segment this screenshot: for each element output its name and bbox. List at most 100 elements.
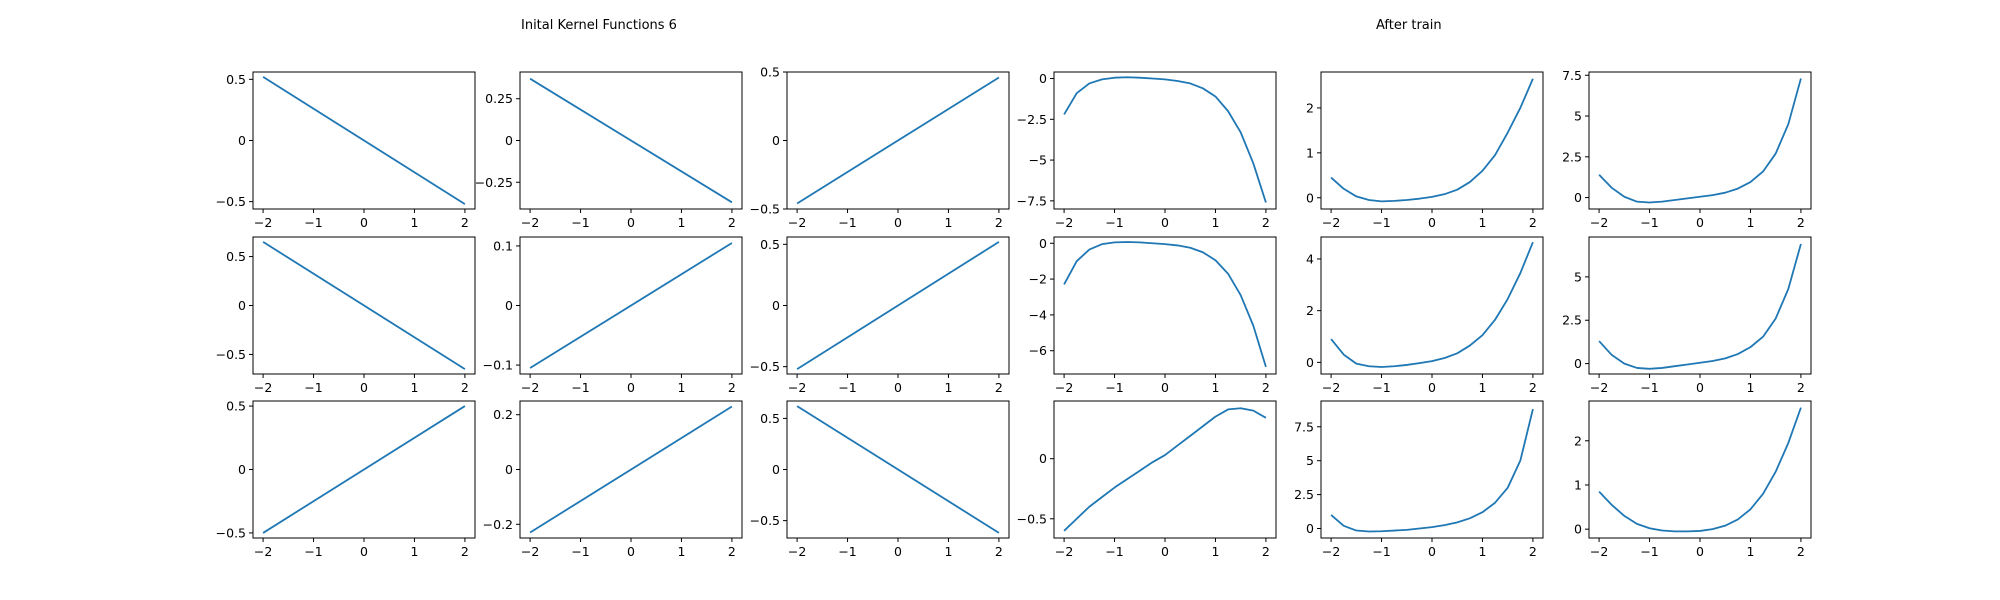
x-tick-label: 1 bbox=[944, 544, 952, 559]
x-tick-label: 1 bbox=[1478, 544, 1486, 559]
subplot-r2c1: −2 −1 0 1 2 0.5 0 −0.5 bbox=[216, 236, 476, 395]
y-tick-label: −5 bbox=[1029, 153, 1047, 168]
subplot-r2c2: −2 −1 0 1 2 0.1 0 −0.1 bbox=[483, 236, 743, 395]
x-tick-label: 2 bbox=[728, 380, 736, 395]
series-line bbox=[262, 241, 466, 370]
y-tick-label: 0.5 bbox=[226, 399, 246, 414]
x-tick-label: −2 bbox=[1590, 380, 1608, 395]
x-tick-label: 2 bbox=[461, 544, 469, 559]
x-tick-label: −2 bbox=[1055, 380, 1073, 395]
x-tick-label: 0 bbox=[1428, 215, 1436, 230]
y-tick-label: 0 bbox=[238, 298, 246, 313]
x-tick-label: −1 bbox=[304, 544, 322, 559]
x-tick-label: −1 bbox=[1372, 544, 1390, 559]
left-figure-title: Inital Kernel Functions 6 bbox=[521, 18, 677, 33]
x-tick-label: 0 bbox=[360, 380, 368, 395]
x-tick-label: −1 bbox=[1640, 215, 1658, 230]
x-tick-label: 1 bbox=[944, 215, 952, 230]
y-tick-label: 0.25 bbox=[485, 91, 513, 106]
x-tick-label: −2 bbox=[254, 380, 272, 395]
x-tick-label: −1 bbox=[1372, 380, 1390, 395]
subplot-r2c3: −2 −1 0 1 2 0.5 0 −0.5 bbox=[750, 236, 1010, 395]
series-line bbox=[1330, 408, 1534, 533]
subplot-r3c6: −2 −1 0 1 2 0 1 2 bbox=[1574, 400, 1812, 559]
series-line bbox=[1330, 241, 1534, 368]
series-line bbox=[1598, 243, 1802, 370]
x-tick-label: 2 bbox=[461, 215, 469, 230]
y-tick-label: 0.5 bbox=[760, 411, 780, 426]
x-tick-label: 1 bbox=[944, 380, 952, 395]
x-tick-label: 0 bbox=[1161, 215, 1169, 230]
x-tick-label: −1 bbox=[304, 215, 322, 230]
x-tick-label: 2 bbox=[1529, 544, 1537, 559]
x-tick-label: −1 bbox=[571, 215, 589, 230]
y-tick-label: 0.5 bbox=[226, 249, 246, 264]
series-line bbox=[796, 76, 1000, 205]
y-tick-label: 0.5 bbox=[760, 237, 780, 252]
y-tick-label: 0.1 bbox=[493, 238, 513, 253]
x-tick-label: 0 bbox=[360, 215, 368, 230]
y-tick-label: 0.5 bbox=[760, 65, 780, 80]
y-tick-label: −0.5 bbox=[216, 347, 246, 362]
series-line bbox=[796, 241, 1000, 370]
subplot-r1c4: −2 −1 0 1 2 0 −2.5 −5 −7.5 bbox=[1017, 71, 1277, 230]
x-tick-label: 1 bbox=[1746, 215, 1754, 230]
y-tick-label: 0 bbox=[1039, 71, 1047, 86]
y-tick-label: 1 bbox=[1574, 477, 1582, 492]
y-tick-label: 0 bbox=[238, 462, 246, 477]
x-tick-label: 0 bbox=[1696, 380, 1704, 395]
x-tick-label: 2 bbox=[1262, 215, 1270, 230]
series-line bbox=[1063, 407, 1267, 532]
x-tick-label: 1 bbox=[1746, 544, 1754, 559]
y-tick-label: 0.5 bbox=[226, 72, 246, 87]
y-tick-label: 2.5 bbox=[1294, 487, 1314, 502]
y-tick-label: −0.5 bbox=[750, 359, 780, 374]
x-tick-label: 1 bbox=[677, 544, 685, 559]
axes-frame bbox=[1053, 400, 1277, 539]
x-tick-label: 2 bbox=[1797, 380, 1805, 395]
y-tick-label: 1 bbox=[1306, 145, 1314, 160]
series-line bbox=[529, 77, 733, 204]
x-tick-label: −2 bbox=[788, 215, 806, 230]
y-tick-label: 2.5 bbox=[1562, 313, 1582, 328]
subplot-r2c4: −2 −1 0 1 2 0 −2 −4 −6 bbox=[1029, 236, 1277, 395]
y-tick-label: −6 bbox=[1029, 343, 1047, 358]
x-tick-label: −2 bbox=[1590, 544, 1608, 559]
x-tick-label: −2 bbox=[521, 544, 539, 559]
y-tick-label: 0.2 bbox=[493, 407, 513, 422]
y-tick-label: 2 bbox=[1306, 100, 1314, 115]
y-tick-label: −0.5 bbox=[216, 194, 246, 209]
subplot-grid: −2 −1 0 1 20.50−0.5−2 −1 0 1 20.250−0.25−2 −1 0 1 20… bbox=[216, 65, 1812, 559]
x-tick-label: −1 bbox=[1640, 380, 1658, 395]
x-tick-label: 0 bbox=[894, 215, 902, 230]
subplot-r3c3: −2 −1 0 1 2 0.5 0 −0.5 bbox=[750, 400, 1010, 559]
x-tick-label: 1 bbox=[677, 380, 685, 395]
x-tick-label: 0 bbox=[1428, 544, 1436, 559]
x-tick-label: −1 bbox=[838, 544, 856, 559]
x-tick-label: −1 bbox=[571, 380, 589, 395]
y-tick-label: −2 bbox=[1029, 272, 1047, 287]
x-tick-label: −2 bbox=[1055, 544, 1073, 559]
subplot-r3c5: −2 −1 0 1 2 0 2.5 5 7.5 bbox=[1294, 400, 1544, 559]
subplot-r1c6: −2 −1 0 1 2 0 2.5 5 7.5 bbox=[1562, 68, 1812, 230]
x-tick-label: 0 bbox=[1161, 544, 1169, 559]
y-tick-label: 0 bbox=[1306, 521, 1314, 536]
x-tick-label: −1 bbox=[1105, 215, 1123, 230]
subplot-r3c2: −2 −1 0 1 2 0.2 0 −0.2 bbox=[483, 400, 743, 559]
x-tick-label: −2 bbox=[1322, 215, 1340, 230]
x-tick-label: −2 bbox=[788, 380, 806, 395]
x-tick-label: −1 bbox=[1372, 215, 1390, 230]
subplot-r3c4: −2 −1 0 1 2 0 −0.5 bbox=[1017, 400, 1277, 559]
x-tick-label: 1 bbox=[1211, 215, 1219, 230]
y-tick-label: 0 bbox=[1039, 236, 1047, 251]
y-tick-label: 0 bbox=[1306, 190, 1314, 205]
x-tick-label: −2 bbox=[254, 544, 272, 559]
x-tick-label: −2 bbox=[1055, 215, 1073, 230]
axes-frame bbox=[1320, 236, 1544, 375]
y-tick-label: 0 bbox=[1039, 451, 1047, 466]
x-tick-label: −1 bbox=[1105, 380, 1123, 395]
x-tick-label: −2 bbox=[254, 215, 272, 230]
y-tick-label: 2 bbox=[1574, 433, 1582, 448]
x-tick-label: 1 bbox=[1478, 215, 1486, 230]
y-tick-label: 0 bbox=[1574, 356, 1582, 371]
